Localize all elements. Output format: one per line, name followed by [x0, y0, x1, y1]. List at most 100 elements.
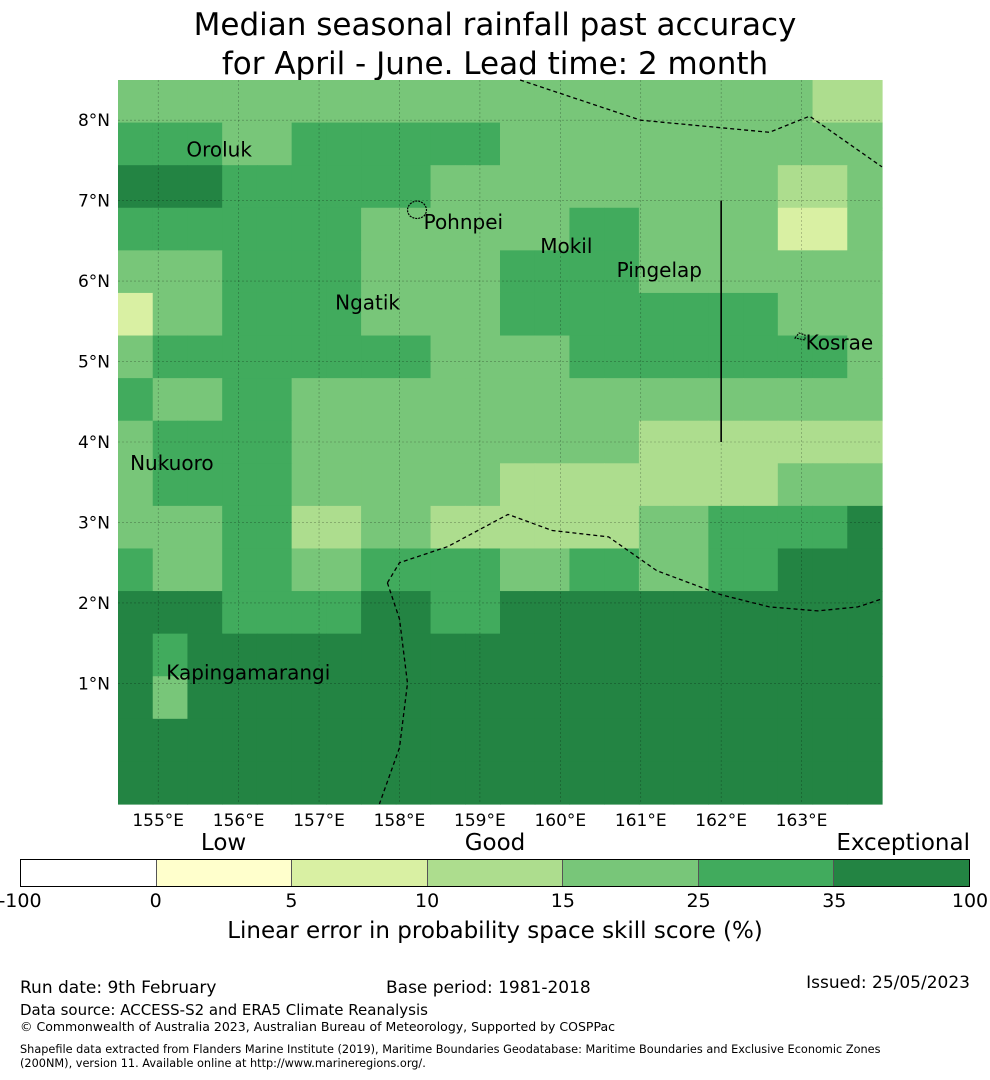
- skill-cell: [534, 335, 571, 379]
- kosrae-island-outline: [794, 332, 806, 341]
- skill-cell: [708, 761, 744, 805]
- skill-cell: [847, 676, 883, 720]
- skill-cell: [395, 250, 432, 294]
- skill-cell: [326, 292, 362, 337]
- skill-cell: [569, 505, 605, 550]
- place-label: Nukuoro: [130, 451, 214, 475]
- skill-cell: [430, 165, 466, 209]
- skill-cell: [673, 250, 709, 294]
- skill-cell: [395, 633, 432, 677]
- skill-cell: [534, 761, 571, 805]
- skill-cell: [569, 676, 605, 720]
- colorbar-tick-label: 5: [285, 890, 298, 912]
- longitude-tick-label: 155°E: [132, 811, 184, 831]
- skill-cell: [708, 548, 744, 592]
- skill-cell: [812, 591, 848, 635]
- skill-cell: [291, 250, 327, 294]
- skill-cell: [291, 80, 327, 124]
- skill-cell: [812, 761, 848, 805]
- skill-cell: [152, 122, 189, 166]
- colorbar-tick-label: 10: [415, 890, 440, 912]
- skill-cell: [222, 548, 258, 592]
- skill-cell: [187, 718, 223, 763]
- skill-cell: [291, 420, 327, 464]
- skill-cell: [187, 378, 223, 422]
- skill-cell: [500, 250, 536, 294]
- skill-cell: [361, 292, 397, 337]
- skill-cell: [430, 250, 466, 294]
- skill-cell: [361, 165, 397, 209]
- skill-cell: [500, 122, 536, 166]
- skill-cell: [361, 505, 397, 550]
- skill-cell: [569, 633, 605, 677]
- skill-cell: [708, 718, 744, 763]
- skill-cell: [604, 463, 640, 507]
- longitude-tick-label: 158°E: [374, 811, 426, 831]
- place-label: Kosrae: [806, 330, 874, 354]
- skill-cell: [743, 420, 779, 464]
- shapefile-credit-line-1: Shapefile data extracted from Flanders M…: [20, 1043, 881, 1056]
- skill-cell: [847, 463, 883, 507]
- skill-cell: [291, 207, 327, 251]
- skill-cell: [430, 378, 466, 422]
- skill-cell: [187, 548, 223, 592]
- latitude-tick-label: 6°N: [78, 272, 110, 292]
- skill-cell: [777, 633, 814, 677]
- skill-cell: [326, 591, 362, 635]
- skill-cell: [118, 122, 154, 166]
- skill-cell: [430, 591, 466, 635]
- skill-cell: [604, 633, 640, 677]
- skill-cell: [256, 207, 293, 251]
- skill-cell: [812, 718, 848, 763]
- skill-cell: [361, 420, 397, 464]
- skill-cell: [118, 420, 154, 464]
- skill-cell: [291, 378, 327, 422]
- skill-cell: [222, 761, 258, 805]
- skill-cell: [743, 122, 779, 166]
- skill-cell: [187, 761, 223, 805]
- skill-cell: [361, 207, 397, 251]
- skill-cell: [569, 292, 605, 337]
- skill-cell: [743, 633, 779, 677]
- skill-cell: [638, 718, 675, 763]
- skill-cell: [395, 463, 432, 507]
- skill-cell: [256, 633, 293, 677]
- skill-cell: [118, 463, 154, 507]
- skill-cell: [291, 718, 327, 763]
- skill-cell: [638, 761, 675, 805]
- skill-cell: [638, 420, 675, 464]
- skill-cell: [534, 165, 571, 209]
- skill-cell: [256, 591, 293, 635]
- skill-cell: [361, 761, 397, 805]
- skill-cell: [673, 335, 709, 379]
- skill-cell: [534, 505, 571, 550]
- skill-cell: [222, 505, 258, 550]
- skill-cell: [152, 761, 189, 805]
- skill-cell: [465, 165, 501, 209]
- skill-cell: [118, 633, 154, 677]
- skill-cell: [187, 420, 223, 464]
- skill-cell: [534, 420, 571, 464]
- skill-cell: [465, 207, 501, 251]
- skill-cell: [465, 761, 501, 805]
- skill-cell: [222, 292, 258, 337]
- skill-cell: [673, 718, 709, 763]
- skill-cell: [847, 505, 883, 550]
- skill-cell: [673, 80, 709, 124]
- skill-cell: [256, 80, 293, 124]
- skill-cell: [673, 633, 709, 677]
- skill-cell: [812, 548, 848, 592]
- skill-cell: [847, 250, 883, 294]
- skill-cell: [708, 591, 744, 635]
- skill-cell: [361, 463, 397, 507]
- skill-cell: [361, 378, 397, 422]
- skill-cell: [500, 378, 536, 422]
- skill-cell: [500, 165, 536, 209]
- skill-cell: [812, 250, 848, 294]
- skill-cell: [534, 463, 571, 507]
- skill-cell: [604, 548, 640, 592]
- colorbar-tick-label: -100: [0, 890, 42, 912]
- skill-cell: [777, 420, 814, 464]
- skill-cell: [256, 250, 293, 294]
- skill-cell: [604, 165, 640, 209]
